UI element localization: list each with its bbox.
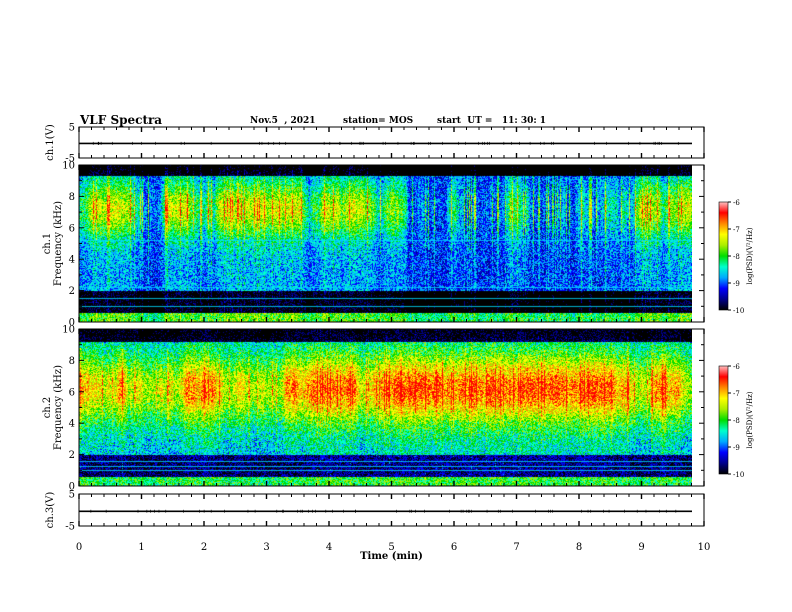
y-axis-label: Frequency (kHz) bbox=[53, 201, 64, 286]
y-tick-label: 6 bbox=[69, 387, 75, 398]
colorbar-label: log(PSD)(V²/Hz) bbox=[746, 227, 754, 284]
y-tick-label: 2 bbox=[69, 450, 75, 461]
spectrogram-ch2-image bbox=[79, 329, 692, 486]
x-tick-label: 5 bbox=[388, 542, 394, 553]
x-tick-label: 6 bbox=[451, 542, 457, 553]
colorbar-tick-label: -6 bbox=[733, 199, 740, 207]
y-axis-label: Frequency (kHz) bbox=[53, 365, 64, 450]
y-tick-label: 6 bbox=[69, 223, 75, 234]
x-tick-label: 0 bbox=[76, 542, 82, 553]
x-axis-label: Time (min) bbox=[360, 551, 423, 562]
y-tick-label: 8 bbox=[69, 356, 75, 367]
x-tick-label: 7 bbox=[513, 542, 519, 553]
start-time-label: start UT = 11: 30: 1 bbox=[437, 116, 547, 126]
y-tick-label: 4 bbox=[69, 419, 75, 430]
colorbar-tick-label: -6 bbox=[733, 363, 740, 371]
colorbar-tick-label: -7 bbox=[733, 226, 740, 234]
colorbar-tick-label: -8 bbox=[733, 417, 740, 425]
y-tick-label: 5 bbox=[69, 123, 75, 134]
spectrogram-ch1-colorbar bbox=[718, 201, 729, 311]
x-tick-label: 9 bbox=[638, 542, 644, 553]
spectrogram-ch1-image bbox=[79, 165, 692, 322]
colorbar-label: log(PSD)(V²/Hz) bbox=[746, 391, 754, 448]
y-tick-label: -5 bbox=[65, 522, 75, 533]
y-tick-label: 2 bbox=[69, 286, 75, 297]
y-axis-label: ch.1(V) bbox=[45, 124, 56, 161]
x-tick-label: 10 bbox=[698, 542, 711, 553]
colorbar-tick-label: -9 bbox=[733, 444, 740, 452]
colorbar-tick-label: -10 bbox=[733, 471, 744, 479]
x-tick-label: 2 bbox=[201, 542, 207, 553]
y-tick-label: 8 bbox=[69, 192, 75, 203]
colorbar-tick-label: -8 bbox=[733, 253, 740, 261]
y-tick-label: -5 bbox=[65, 154, 75, 165]
y-axis-label: ch.2 bbox=[42, 397, 53, 419]
x-tick-label: 1 bbox=[138, 542, 144, 553]
x-tick-label: 8 bbox=[576, 542, 582, 553]
colorbar-tick-label: -7 bbox=[733, 390, 740, 398]
y-tick-label: 0 bbox=[69, 318, 75, 329]
colorbar-tick-label: -9 bbox=[733, 280, 740, 288]
y-tick-label: 0 bbox=[69, 482, 75, 493]
y-tick-label: 10 bbox=[62, 161, 75, 172]
chart-title: VLF Spectra bbox=[80, 113, 163, 127]
spectrogram-ch2-colorbar bbox=[718, 365, 729, 475]
y-axis-label: ch.1 bbox=[42, 233, 53, 255]
date-label: Nov.5 , 2021 bbox=[250, 116, 316, 126]
x-tick-label: 4 bbox=[326, 542, 332, 553]
y-tick-label: 10 bbox=[62, 325, 75, 336]
y-tick-label: 4 bbox=[69, 255, 75, 266]
y-tick-label: 5 bbox=[69, 490, 75, 501]
y-axis-label: ch.3(V) bbox=[45, 492, 56, 529]
station-label: station= MOS bbox=[343, 116, 414, 126]
colorbar-tick-label: -10 bbox=[733, 307, 744, 315]
x-tick-label: 3 bbox=[263, 542, 269, 553]
